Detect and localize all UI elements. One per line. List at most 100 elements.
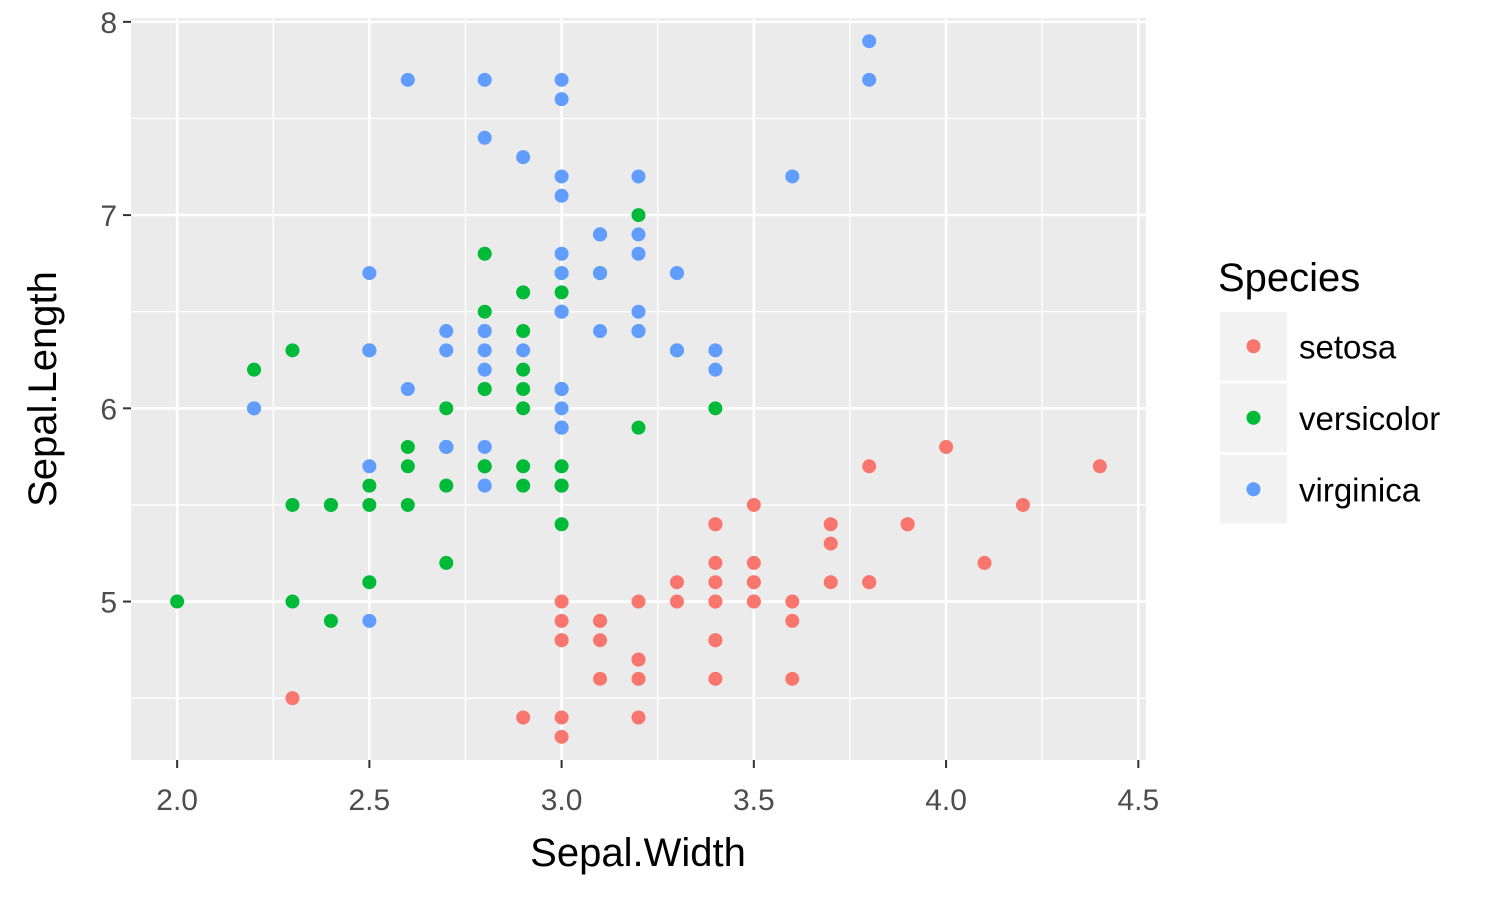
- point-virginica: [554, 72, 569, 87]
- point-setosa: [554, 594, 569, 609]
- point-setosa: [669, 575, 684, 590]
- point-setosa: [631, 594, 646, 609]
- point-setosa: [746, 497, 761, 512]
- point-versicolor: [516, 382, 531, 396]
- point-versicolor: [708, 401, 723, 416]
- point-virginica: [477, 130, 492, 145]
- y-tick-label: 7: [100, 200, 117, 233]
- point-virginica: [362, 266, 377, 281]
- x-axis-title: Sepal.Width: [530, 831, 746, 875]
- point-versicolor: [439, 478, 454, 493]
- x-axis-ticks: 2.0 2.5 3.0 3.5 4.0 4.5: [156, 760, 1159, 817]
- point-versicolor: [285, 594, 300, 609]
- point-setosa: [939, 439, 954, 454]
- point-versicolor: [554, 478, 569, 493]
- point-virginica: [631, 169, 646, 184]
- point-setosa: [593, 613, 608, 628]
- point-virginica: [554, 188, 569, 203]
- point-versicolor: [170, 594, 185, 609]
- point-virginica: [554, 266, 569, 281]
- point-virginica: [516, 343, 531, 358]
- point-versicolor: [516, 285, 531, 300]
- legend-item-setosa: setosa: [1220, 312, 1397, 381]
- point-setosa: [593, 633, 608, 648]
- point-versicolor: [247, 362, 262, 377]
- point-virginica: [708, 343, 723, 358]
- point-virginica: [862, 34, 877, 49]
- point-setosa: [823, 536, 838, 551]
- point-versicolor: [554, 285, 569, 300]
- point-setosa: [631, 710, 646, 725]
- point-versicolor: [439, 401, 454, 416]
- y-tick-label: 8: [100, 7, 117, 40]
- point-virginica: [439, 439, 454, 454]
- point-setosa: [1092, 459, 1107, 474]
- x-tick-label: 2.0: [156, 784, 198, 817]
- point-virginica: [554, 304, 569, 319]
- point-versicolor: [285, 343, 300, 358]
- point-virginica: [477, 362, 492, 377]
- point-setosa: [862, 459, 877, 474]
- point-setosa: [746, 555, 761, 570]
- point-setosa: [746, 575, 761, 590]
- point-virginica: [477, 439, 492, 454]
- point-versicolor: [400, 459, 415, 474]
- point-virginica: [247, 401, 262, 416]
- legend-label: setosa: [1299, 328, 1397, 365]
- point-virginica: [400, 72, 415, 87]
- point-virginica: [362, 613, 377, 628]
- point-versicolor: [400, 439, 415, 454]
- point-setosa: [1015, 497, 1030, 512]
- point-setosa: [708, 633, 723, 648]
- point-versicolor: [400, 497, 415, 512]
- point-setosa: [554, 633, 569, 648]
- point-virginica: [631, 246, 646, 261]
- point-virginica: [439, 324, 454, 339]
- point-versicolor: [516, 401, 531, 416]
- minor-gridlines: [131, 18, 1146, 760]
- point-setosa: [631, 652, 646, 667]
- point-versicolor: [516, 478, 531, 493]
- point-versicolor: [631, 208, 646, 223]
- legend-item-versicolor: versicolor: [1220, 383, 1440, 452]
- point-versicolor: [477, 246, 492, 261]
- point-virginica: [439, 343, 454, 358]
- point-setosa: [823, 517, 838, 532]
- point-setosa: [669, 594, 684, 609]
- y-axis-title: Sepal.Length: [21, 271, 65, 507]
- point-setosa: [554, 613, 569, 628]
- point-versicolor: [477, 459, 492, 474]
- point-setosa: [785, 671, 800, 686]
- point-setosa: [593, 671, 608, 686]
- x-tick-label: 4.0: [925, 784, 967, 817]
- point-setosa: [631, 671, 646, 686]
- point-virginica: [554, 92, 569, 107]
- point-virginica: [477, 478, 492, 493]
- point-virginica: [362, 343, 377, 358]
- point-virginica: [477, 72, 492, 87]
- point-virginica: [477, 324, 492, 339]
- point-setosa: [900, 517, 915, 532]
- point-setosa: [785, 594, 800, 609]
- data-points: [170, 34, 1107, 744]
- point-setosa: [708, 594, 723, 609]
- point-virginica: [477, 343, 492, 358]
- point-versicolor: [362, 575, 377, 590]
- point-versicolor: [362, 497, 377, 512]
- legend-title: Species: [1218, 256, 1360, 300]
- y-tick-label: 5: [100, 587, 117, 620]
- point-virginica: [593, 227, 608, 242]
- legend-label: virginica: [1299, 471, 1421, 508]
- legend-symbol: [1246, 410, 1261, 425]
- point-setosa: [285, 691, 300, 706]
- point-virginica: [785, 169, 800, 184]
- point-setosa: [862, 575, 877, 590]
- point-versicolor: [516, 362, 531, 377]
- legend-label: versicolor: [1299, 400, 1440, 437]
- legend-symbol: [1246, 339, 1261, 354]
- point-setosa: [708, 517, 723, 532]
- point-virginica: [554, 169, 569, 184]
- point-virginica: [631, 324, 646, 339]
- point-versicolor: [554, 517, 569, 532]
